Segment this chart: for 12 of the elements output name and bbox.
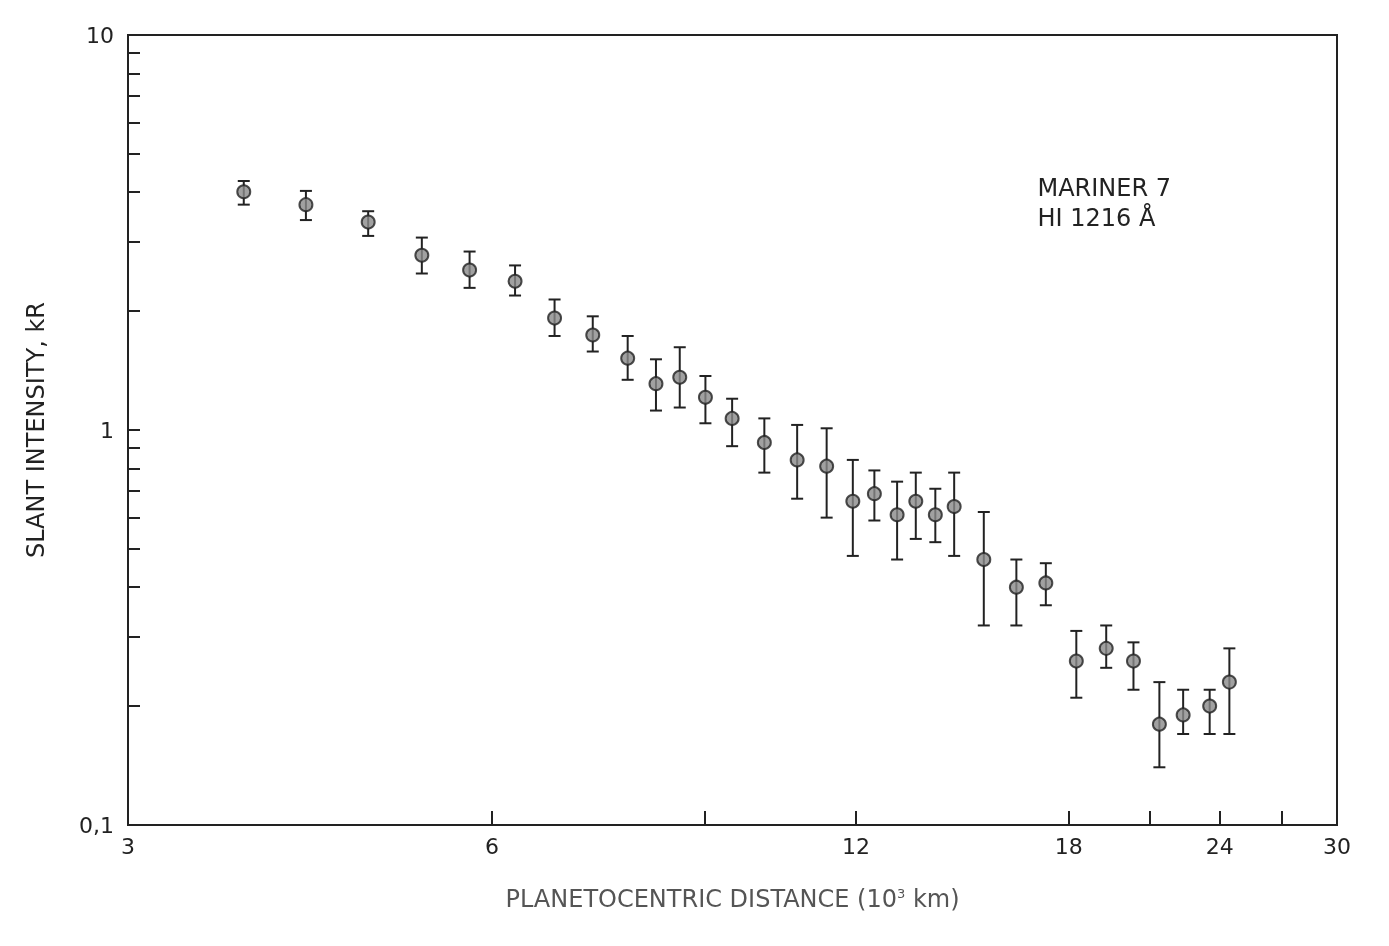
x-tick-label: 12 — [841, 833, 870, 859]
y-tick-label: 0,1 — [79, 812, 114, 838]
x-tick-label: 6 — [484, 833, 499, 859]
x-tick-label: 30 — [1323, 833, 1351, 859]
y-tick-label: 1 — [100, 417, 114, 443]
annotation: HI 1216 Å — [1037, 203, 1156, 232]
x-tick-label: 18 — [1054, 833, 1083, 859]
annotation: MARINER 7 — [1037, 174, 1172, 202]
x-tick-label: 3 — [121, 833, 135, 859]
y-axis-title: SLANT INTENSITY, kR — [22, 301, 50, 559]
x-tick-label: 24 — [1205, 833, 1234, 859]
y-tick-label: 10 — [86, 22, 114, 48]
